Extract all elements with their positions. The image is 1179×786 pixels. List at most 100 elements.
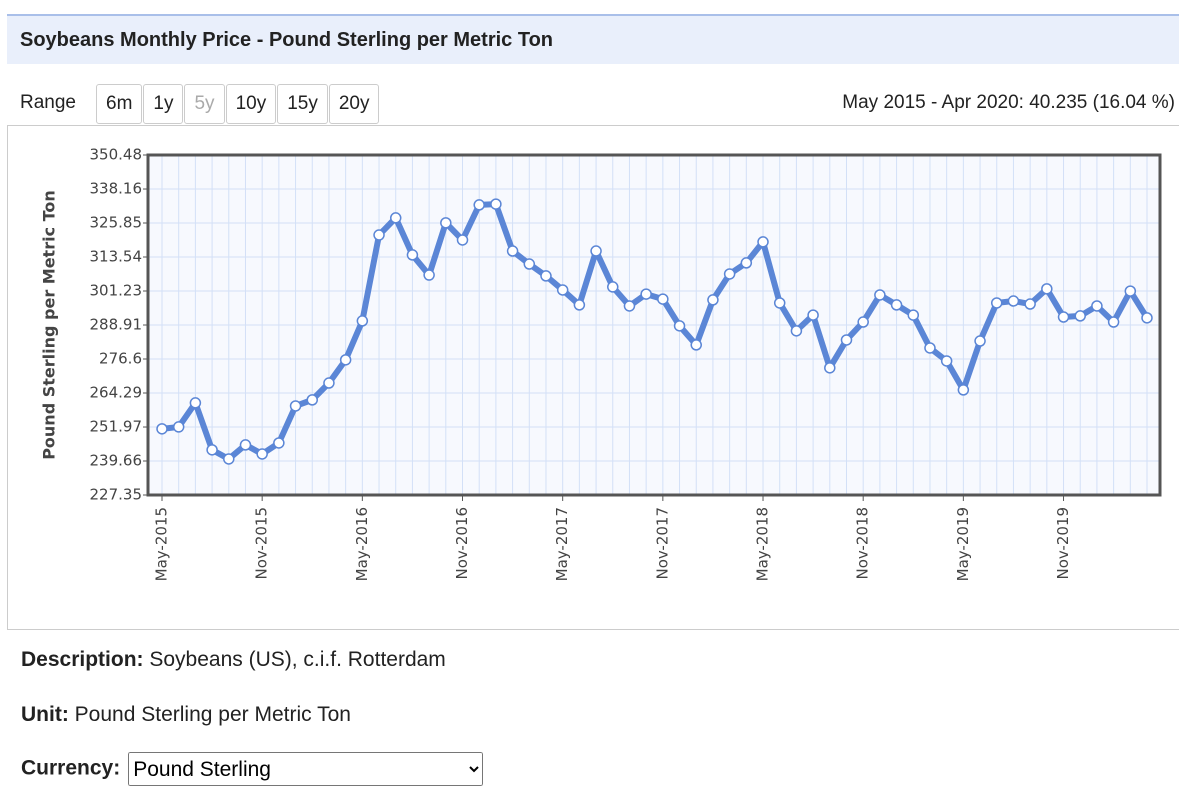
data-point [206, 444, 218, 456]
x-tick-label: May-2019 [954, 507, 972, 581]
range-button[interactable]: 5y [184, 84, 225, 124]
range-button[interactable]: 10y [225, 84, 277, 124]
header: Soybeans Monthly Price - Pound Sterling … [7, 14, 1179, 64]
data-point [440, 217, 452, 229]
data-point [1024, 298, 1036, 310]
data-point [590, 245, 602, 257]
y-tick-label: 227.35 [90, 486, 143, 504]
x-tick-label: Nov-2018 [854, 507, 872, 579]
y-tick-label: 325.85 [90, 214, 143, 232]
data-point [356, 315, 369, 327]
data-point [1041, 283, 1053, 295]
y-tick-label: 338.16 [90, 180, 143, 198]
chart: 227.35 239.66 251.97 264.29 276.6 288.91 301.2… [40, 146, 1162, 581]
data-point [840, 334, 853, 346]
data-point [490, 198, 502, 210]
data-point [1107, 316, 1120, 328]
unit-label: Unit: [21, 703, 69, 726]
data-point [289, 400, 302, 412]
data-point [373, 229, 385, 241]
data-point [540, 270, 552, 282]
data-point [156, 423, 168, 435]
data-point [723, 268, 736, 280]
y-tick-label: 301.23 [90, 281, 143, 299]
data-point [890, 299, 903, 311]
description-label: Description: [21, 648, 144, 671]
data-point [172, 421, 185, 433]
data-point [306, 394, 319, 406]
x-tick-label: Nov-2016 [453, 507, 471, 579]
data-point [690, 339, 702, 351]
data-point [773, 297, 786, 309]
y-tick-label: 239.66 [90, 452, 143, 470]
data-point [473, 199, 485, 211]
y-tick-label: 276.6 [99, 350, 142, 368]
unit: Unit: Pound Sterling per Metric Ton [21, 703, 351, 727]
data-point [673, 320, 686, 332]
range-button[interactable]: 6m [96, 84, 143, 124]
range-button[interactable]: 15y [277, 84, 328, 124]
data-point [273, 437, 285, 449]
x-tick-label: May-2018 [754, 507, 772, 581]
data-point [907, 309, 920, 321]
y-tick-label: 288.91 [90, 316, 143, 334]
currency: Currency: Pound Sterling [21, 752, 484, 786]
data-point [1141, 312, 1153, 324]
unit-text: Pound Sterling per Metric Ton [74, 703, 351, 726]
data-point [1124, 285, 1137, 297]
x-tick-label: Nov-2017 [653, 507, 671, 579]
data-point [1057, 311, 1070, 323]
data-point [957, 384, 970, 396]
data-point [707, 294, 719, 306]
data-point [657, 293, 669, 305]
data-point [807, 309, 819, 321]
range-button[interactable]: 1y [143, 84, 184, 124]
data-point [573, 299, 586, 311]
data-point [1007, 295, 1020, 307]
data-point [990, 297, 1003, 309]
range-label: Range [20, 92, 76, 113]
data-point [523, 258, 536, 270]
data-point [556, 284, 569, 296]
summary: May 2015 - Apr 2020: 40.235 (16.04 %) [842, 92, 1175, 113]
description-text: Soybeans (US), c.i.f. Rotterdam [149, 648, 446, 671]
x-tick-label: May-2017 [553, 507, 571, 581]
data-point [189, 397, 202, 409]
plot-border [146, 153, 1162, 497]
data-point [423, 269, 435, 281]
y-tick-label: 264.29 [90, 383, 143, 401]
currency-label: Currency: [21, 756, 121, 780]
data-point [940, 355, 953, 367]
currency-select[interactable]: Pound Sterling [128, 752, 484, 786]
x-tick-label: Nov-2015 [253, 507, 271, 579]
data-point [790, 325, 803, 337]
data-point [223, 453, 235, 465]
data-point [256, 448, 268, 460]
data-point [239, 439, 252, 451]
data-point [974, 335, 986, 347]
data-point [607, 281, 619, 293]
data-point [1091, 300, 1103, 312]
data-point [874, 289, 886, 301]
description: Description: Soybeans (US), c.i.f. Rotte… [21, 648, 446, 672]
data-point [623, 300, 636, 312]
data-point [824, 362, 836, 374]
data-point [506, 245, 519, 257]
data-point [339, 354, 352, 366]
range-buttons: 6m 1y 5y 10y 15y 20y [96, 84, 380, 124]
data-point [1074, 310, 1086, 322]
chart-box [7, 125, 1179, 630]
data-point [757, 236, 769, 248]
y-tick-label: 350.48 [90, 146, 143, 164]
data-point [406, 249, 419, 261]
x-tick-label: May-2016 [353, 507, 371, 581]
data-point [456, 234, 469, 246]
y-tick-label: 251.97 [90, 418, 143, 436]
title: Soybeans Monthly Price - Pound Sterling … [20, 29, 554, 51]
range-button[interactable]: 20y [328, 84, 380, 124]
y-axis-label: Pound Sterling per Metric Ton [40, 190, 59, 460]
data-point [640, 288, 652, 300]
data-point [389, 212, 402, 224]
y-tick-label: 313.54 [90, 248, 143, 266]
